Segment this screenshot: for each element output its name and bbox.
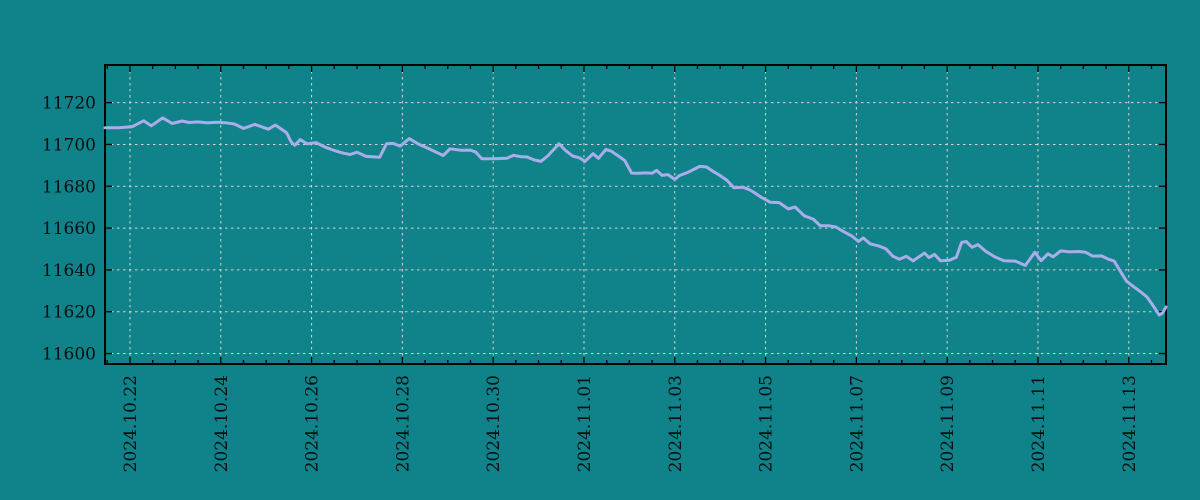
x-tick-label: 2024.10.28: [393, 375, 413, 472]
x-tick-label: 2024.11.05: [757, 375, 777, 472]
x-tick-label: 2024.10.22: [121, 375, 141, 472]
x-tick-label: 2024.10.24: [212, 375, 232, 472]
y-tick-label: 11680: [42, 177, 96, 197]
series-line-instances: [103, 116, 1168, 317]
x-axis-tick-labels: 2024.10.22 2024.10.24 2024.10.26 2024.10.28…: [121, 375, 1140, 472]
y-tick-label: 11660: [42, 219, 96, 239]
x-tick-label: 2024.11.03: [666, 375, 686, 472]
y-tick-label: 11600: [42, 345, 96, 365]
y-tick-label: 11620: [42, 303, 96, 323]
x-tick-label: 2024.11.11: [1029, 375, 1049, 472]
x-tick-label: 2024.11.01: [575, 375, 595, 472]
x-tick-label: 2024.11.13: [1120, 375, 1140, 472]
x-tick-label: 2024.11.07: [847, 375, 867, 472]
grid-lines: [105, 65, 1166, 364]
y-tick-label: 11640: [42, 261, 96, 281]
x-tick-label: 2024.11.09: [938, 375, 958, 472]
x-tick-label: 2024.10.30: [484, 375, 504, 472]
plot-border: [104, 64, 1167, 365]
y-axis-tick-labels: 11600 11620 11640 11660 11680 11700 11720: [42, 94, 96, 365]
y-tick-label: 11700: [42, 135, 96, 155]
x-tick-label: 2024.10.26: [303, 375, 323, 472]
y-tick-label: 11720: [42, 94, 96, 114]
